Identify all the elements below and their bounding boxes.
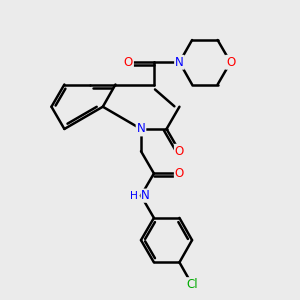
Text: O: O — [175, 145, 184, 158]
Text: H: H — [130, 191, 138, 201]
Text: O: O — [175, 167, 184, 180]
Text: N: N — [136, 122, 146, 136]
Text: N: N — [175, 56, 184, 69]
Text: N: N — [141, 189, 150, 202]
Text: O: O — [124, 56, 133, 69]
Text: O: O — [226, 56, 235, 69]
Text: Cl: Cl — [186, 278, 198, 291]
